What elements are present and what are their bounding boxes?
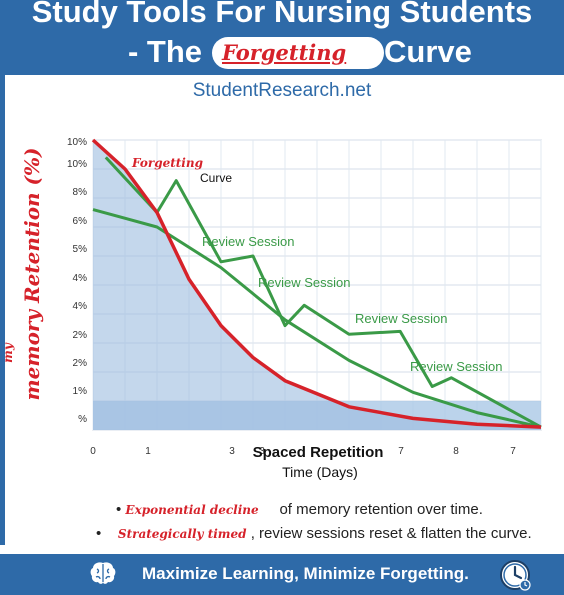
- x-tick-label: 7: [510, 446, 516, 457]
- y-tick-label: 4%: [73, 301, 88, 312]
- y-tick-label: 10%: [67, 137, 87, 148]
- review-session-annotation: Review Session: [258, 275, 351, 290]
- brain-icon: [90, 562, 116, 584]
- legend-curve-label: Curve: [200, 171, 232, 185]
- forgetting-curve-chart: 10% 10% 8% 6% 5% 4% 4% 2% 2% 1%% 0 1 3 3 7 8 7 Spaced Rep…: [67, 137, 542, 480]
- y-tick-label: 6%: [73, 216, 88, 227]
- x-tick-label: 3: [259, 446, 265, 457]
- title-line2: - The Forgetting Curve: [0, 34, 564, 70]
- x-tick-label: 8: [453, 446, 459, 457]
- series-forgetting-curve: [91, 138, 542, 429]
- y-tick-label: 4%: [73, 273, 88, 284]
- y-tick-label: 2%: [73, 330, 88, 341]
- bullet-2-text: review sessions reset & flatten the curv…: [259, 525, 532, 542]
- review-session-annotation: Review Session: [355, 311, 448, 326]
- clock-icon: [500, 560, 531, 591]
- review-session-annotation: Review Session: [202, 234, 295, 249]
- legend-forgetting-label: Forgetting: [131, 156, 203, 170]
- title-highlight-box: [212, 37, 384, 69]
- title-prefix: - The: [128, 34, 203, 69]
- bullet-2: • Strategically timed , review sessions …: [96, 525, 532, 542]
- footer-banner: Maximize Learning, Minimize Forgetting.: [0, 554, 564, 595]
- series-review-sawtooth: [104, 156, 542, 429]
- forgetting-area: [93, 140, 541, 430]
- bullet-1-emphasis: Exponential decline: [125, 503, 259, 517]
- x-axis-title-line2: Time (Days): [282, 464, 358, 480]
- title-line1: Study Tools For Nursing Students: [31, 0, 533, 29]
- y-tick-label: 2%: [73, 358, 88, 369]
- title-suffix: Curve: [384, 34, 472, 69]
- left-accent-bar: [0, 75, 5, 545]
- footer-slogan: Maximize Learning, Minimize Forgetting.: [142, 564, 469, 583]
- bullet-1: • Exponential decline of memory retentio…: [116, 501, 483, 518]
- x-tick-label: 3: [229, 446, 235, 457]
- bullet-1-text: of memory retention over time.: [279, 501, 483, 518]
- x-tick-label: 0: [90, 446, 96, 457]
- y-tick-label: 5%: [73, 244, 88, 255]
- y-tick-label: 10%: [67, 159, 87, 170]
- y-tick-label: 8%: [73, 187, 88, 198]
- x-tick-label: 7: [398, 446, 404, 457]
- x-axis-title-line1: Spaced Repetition: [253, 444, 384, 461]
- y-tick-label: 1%: [73, 386, 88, 397]
- y-tick-label: %: [78, 414, 87, 425]
- header-banner: Study Tools For Nursing Students - The F…: [0, 0, 564, 75]
- bullet-2-emphasis: Strategically timed: [117, 527, 247, 541]
- title-highlight: Forgetting: [222, 40, 347, 65]
- review-session-annotation: Review Session: [410, 359, 503, 374]
- x-tick-label: 1: [145, 446, 151, 457]
- site-name: StudentResearch.net: [192, 80, 372, 101]
